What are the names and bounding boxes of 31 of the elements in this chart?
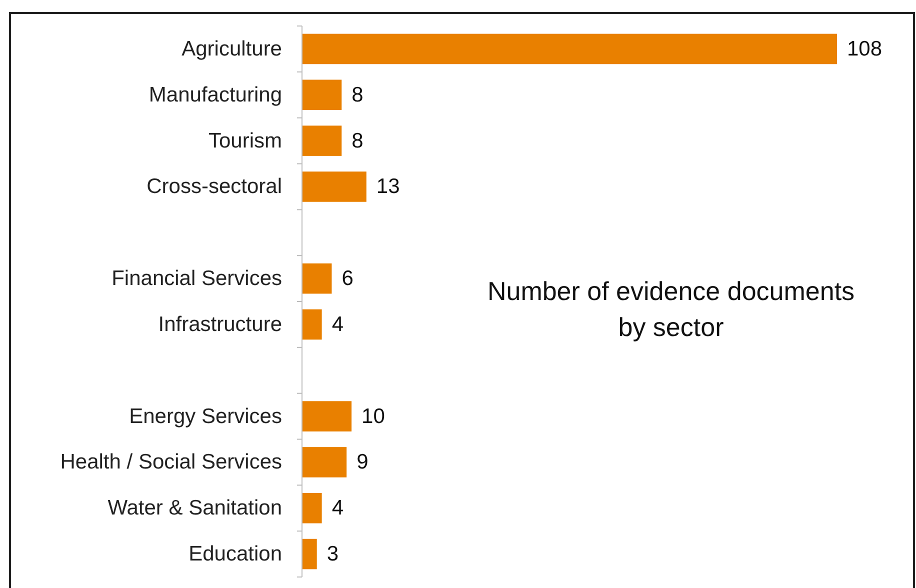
bar	[302, 80, 342, 110]
y-tick-label: Education	[188, 542, 282, 566]
y-tick-label: Water & Sanitation	[108, 496, 282, 520]
data-label: 10	[362, 404, 385, 428]
y-tick-label: Manufacturing	[148, 83, 282, 106]
data-label: 4	[332, 496, 344, 520]
y-tick-label: Financial Services	[112, 267, 282, 290]
bar	[302, 34, 837, 64]
data-label: 9	[356, 450, 368, 474]
y-tick-label: Infrastructure	[158, 312, 282, 336]
bar	[302, 401, 352, 432]
data-label: 13	[376, 175, 400, 198]
annotation: Number of evidence documents by sector	[487, 276, 855, 342]
bar	[302, 126, 342, 156]
bar	[302, 309, 322, 340]
bar	[302, 538, 317, 570]
bar	[302, 447, 347, 478]
bar	[302, 172, 366, 202]
data-label: 8	[352, 83, 364, 106]
data-label: 6	[342, 267, 354, 290]
y-tick-label: Health / Social Services	[60, 450, 282, 474]
y-tick-label: Cross-sectoral	[146, 175, 282, 198]
y-tick-label: Agriculture	[182, 37, 282, 60]
data-label: 3	[326, 542, 339, 566]
y-tick-label: Energy Services	[129, 404, 282, 428]
data-label: 4	[332, 312, 344, 336]
y-tick-label: Tourism	[208, 129, 282, 152]
data-label: 108	[847, 37, 882, 60]
bar	[302, 263, 332, 294]
bar	[302, 492, 322, 524]
data-label: 8	[352, 129, 364, 152]
